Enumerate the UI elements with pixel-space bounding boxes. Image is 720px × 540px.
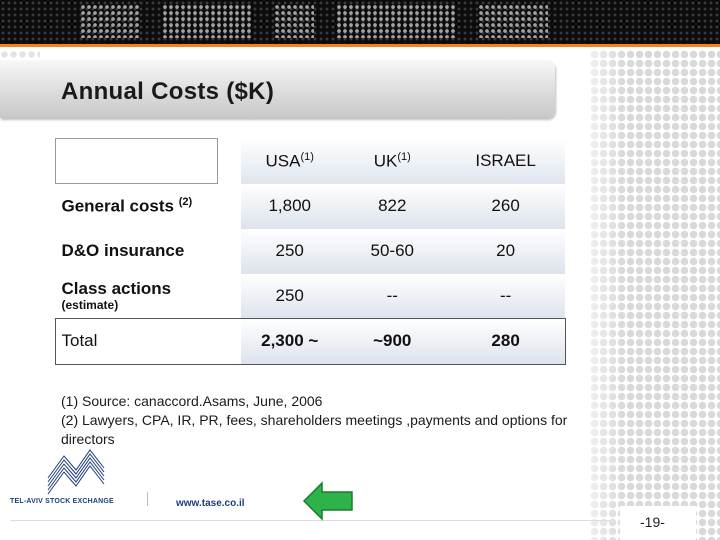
logo-text: TEL-AVIV STOCK EXCHANGE	[10, 498, 114, 505]
table-cell: 822	[338, 183, 447, 229]
table-cell: --	[338, 273, 447, 319]
arrow-left-icon[interactable]	[302, 481, 354, 521]
banner-ticker	[80, 4, 610, 38]
row-label-general-costs: General costs (2)	[61, 195, 193, 216]
table-row: D&O insurance 250 50-60 20	[56, 228, 565, 274]
table-cell: 260	[446, 183, 565, 229]
table-header-row: USA(1) UK(1) ISRAEL	[55, 138, 565, 184]
tase-logo-icon	[47, 449, 105, 495]
table-cell: ~900	[338, 318, 447, 364]
footnotes: (1) Source: canaccord.Asams, June, 2006 …	[61, 392, 581, 449]
table-row: Class actions (estimate) 250 -- --	[56, 273, 565, 319]
top-banner	[0, 0, 720, 44]
column-header-uk: UK(1)	[338, 138, 447, 184]
table-cell: 250	[241, 228, 339, 274]
table-row: General costs (2) 1,800 822 260	[56, 183, 565, 229]
footnote: (1) Source: canaccord.Asams, June, 2006	[61, 393, 323, 409]
table-cell: 20	[446, 228, 565, 274]
title-bar	[0, 60, 555, 118]
banner-accent-rule	[0, 44, 720, 47]
header-blank-cell	[55, 138, 218, 184]
costs-table: USA(1) UK(1) ISRAEL General costs (2) 1,…	[54, 138, 566, 365]
footnote: (2) Lawyers, CPA, IR, PR, fees, sharehol…	[61, 412, 568, 447]
footer-separator	[147, 492, 148, 506]
slide-title: Annual Costs ($K)	[61, 78, 275, 105]
table-total-row: Total 2,300 ~ ~900 280	[54, 317, 566, 365]
row-label-total: Total	[61, 331, 98, 350]
table-cell: 2,300 ~	[241, 318, 339, 364]
column-header-israel: ISRAEL	[446, 138, 565, 184]
page-number: -19-	[640, 514, 665, 530]
table-cell: 250	[241, 273, 339, 319]
footer-url[interactable]: www.tase.co.il	[176, 498, 245, 509]
row-label-class-actions: Class actions (estimate)	[61, 279, 172, 312]
column-header-usa: USA(1)	[241, 138, 339, 184]
table-cell: 1,800	[241, 183, 339, 229]
table-cell: 50-60	[338, 228, 447, 274]
table-cell: 280	[446, 318, 565, 364]
footer-divider	[10, 520, 610, 521]
table-cell: --	[446, 273, 565, 319]
row-label-do-insurance: D&O insurance	[61, 241, 185, 260]
